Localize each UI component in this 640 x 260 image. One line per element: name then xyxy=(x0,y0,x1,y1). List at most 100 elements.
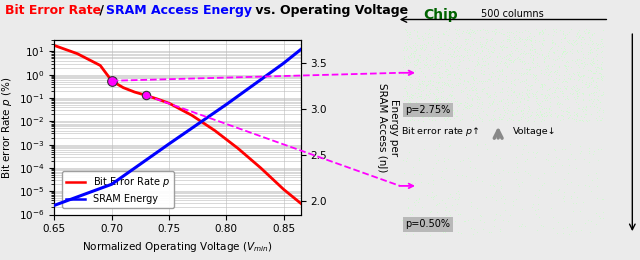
Point xyxy=(425,79,435,83)
Point xyxy=(433,104,443,108)
Point xyxy=(534,103,544,108)
Point xyxy=(483,105,493,109)
Point xyxy=(540,55,550,60)
Point xyxy=(548,51,559,55)
Point xyxy=(407,181,417,185)
Point xyxy=(579,92,589,96)
Point xyxy=(408,232,419,236)
Point xyxy=(471,117,481,121)
Point xyxy=(571,61,581,66)
Point xyxy=(445,63,455,67)
Point xyxy=(474,116,484,121)
Point xyxy=(415,82,426,86)
Point xyxy=(451,36,461,40)
Point xyxy=(452,31,463,36)
Point xyxy=(408,118,419,122)
Point xyxy=(404,74,415,78)
Point xyxy=(492,198,502,202)
Point xyxy=(403,205,413,209)
Point xyxy=(401,61,411,65)
Point xyxy=(572,111,582,115)
Point xyxy=(509,35,519,39)
Point xyxy=(412,63,422,67)
Point xyxy=(437,80,447,84)
Point xyxy=(424,210,435,214)
Point xyxy=(462,28,472,32)
Point xyxy=(561,69,571,73)
Point xyxy=(502,106,513,110)
Point xyxy=(586,189,596,193)
Point xyxy=(505,53,515,57)
Point xyxy=(492,63,502,67)
Point xyxy=(444,93,454,97)
Point xyxy=(573,118,584,122)
Point xyxy=(477,49,487,53)
Point xyxy=(534,84,545,89)
Point xyxy=(553,82,563,87)
Point xyxy=(575,61,586,65)
Point xyxy=(486,75,496,80)
Point xyxy=(534,64,544,68)
Point xyxy=(516,51,526,55)
Point xyxy=(582,62,593,66)
Point xyxy=(569,40,579,44)
Point xyxy=(529,73,540,77)
Point xyxy=(401,232,411,236)
Point xyxy=(493,81,503,85)
Point xyxy=(582,31,593,35)
Point xyxy=(508,199,518,203)
Point xyxy=(414,172,424,177)
Point xyxy=(403,206,413,210)
Point xyxy=(520,42,530,46)
Point xyxy=(476,68,486,73)
Point xyxy=(547,38,557,42)
Point xyxy=(440,81,451,85)
Point xyxy=(560,147,570,151)
Point xyxy=(511,112,522,116)
Point xyxy=(538,183,548,187)
Point xyxy=(547,164,557,168)
Point xyxy=(479,72,490,76)
Point xyxy=(434,80,444,84)
Point xyxy=(568,43,579,47)
Point xyxy=(514,92,524,96)
Point xyxy=(573,28,584,32)
Point xyxy=(550,42,561,47)
Point xyxy=(596,36,606,41)
Point xyxy=(419,103,429,107)
Point xyxy=(505,38,515,42)
Point xyxy=(431,147,441,151)
Point xyxy=(543,51,553,55)
Point xyxy=(445,52,455,56)
Point xyxy=(563,40,573,44)
Point xyxy=(502,111,513,115)
Point xyxy=(507,68,517,72)
Point xyxy=(514,103,524,108)
Point xyxy=(524,67,534,71)
Point xyxy=(530,47,540,51)
Point xyxy=(487,50,497,54)
Point xyxy=(573,94,583,98)
Point xyxy=(458,29,468,33)
Point xyxy=(502,89,512,93)
Point xyxy=(449,55,460,59)
Point xyxy=(404,60,415,64)
Point xyxy=(451,41,461,45)
Point xyxy=(577,61,588,65)
Point xyxy=(437,58,447,62)
Point xyxy=(494,171,504,175)
Point xyxy=(496,184,506,188)
Point xyxy=(480,63,490,67)
Point xyxy=(508,60,518,64)
Point xyxy=(498,104,508,108)
Point xyxy=(406,46,416,50)
Point xyxy=(500,62,510,67)
Point xyxy=(504,38,515,43)
Point xyxy=(515,80,525,84)
Point xyxy=(596,62,606,66)
Point xyxy=(494,115,504,119)
Point xyxy=(472,49,482,54)
Point xyxy=(417,119,428,123)
Point xyxy=(558,117,568,121)
Point xyxy=(547,57,557,61)
